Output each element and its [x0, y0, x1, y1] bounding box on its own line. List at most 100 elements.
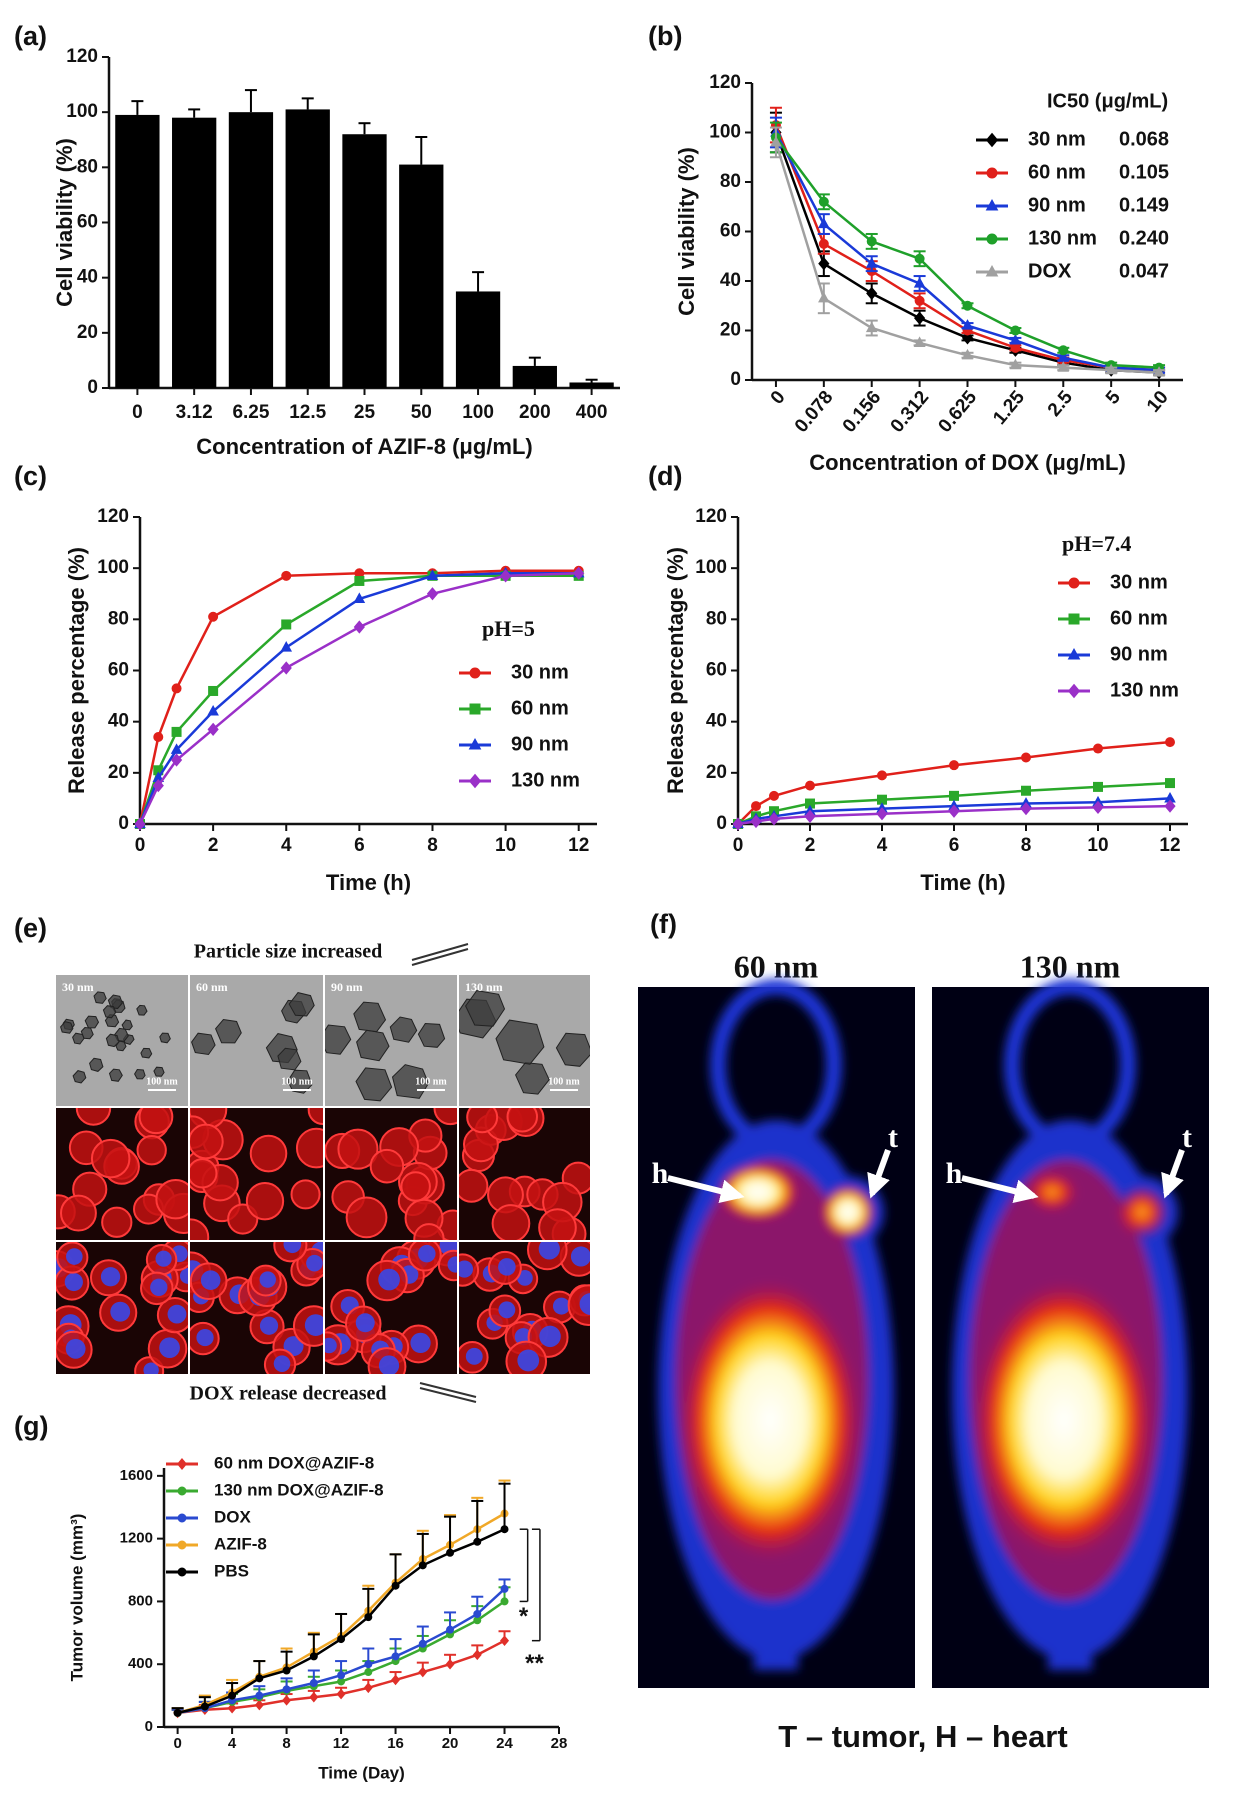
legend-label: 60 nm: [1110, 607, 1168, 629]
x-tick-label: 25: [354, 402, 376, 423]
y-tick-label: 1600: [120, 1467, 153, 1484]
cell: [459, 1168, 489, 1203]
legend-marker: [986, 233, 998, 245]
x-axis-title: Concentration of AZIF-8 (μg/mL): [196, 434, 533, 459]
legend-marker: [985, 264, 999, 277]
marker: [171, 683, 182, 694]
y-tick-label: 40: [108, 711, 129, 732]
marker: [337, 1635, 346, 1644]
marker: [391, 1581, 400, 1590]
y-axis-title: Tumor volume (mm³): [67, 1514, 86, 1682]
marker: [309, 1679, 318, 1688]
particle: [287, 1069, 313, 1094]
y-tick-label: 60: [77, 212, 98, 233]
y-tick-label: 400: [128, 1655, 153, 1672]
marker: [418, 1666, 428, 1678]
cell: [433, 1108, 457, 1126]
marker: [309, 1652, 318, 1661]
legend-marker: [985, 132, 999, 148]
marker: [865, 257, 878, 268]
nucleus: [539, 1325, 561, 1348]
marker: [173, 1708, 182, 1717]
marker: [1164, 799, 1176, 813]
tumor: [822, 1186, 874, 1238]
chart: (a) 0 20 40 60 80 100 120 0 3.12 6.25 12.5 25 50 100 20…: [14, 21, 620, 459]
marker: [1020, 802, 1032, 816]
legend-title: pH=5: [482, 616, 535, 641]
marker: [818, 257, 830, 271]
y-tick-label: 100: [695, 557, 727, 578]
marker: [337, 1671, 346, 1680]
marker: [949, 760, 959, 771]
x-tick-label: 3.12: [176, 402, 213, 423]
x-tick-label: 0.156: [839, 387, 886, 437]
cell: [60, 1194, 97, 1232]
panel-label: (a): [14, 21, 47, 51]
y-tick-label: 20: [77, 322, 98, 343]
nucleus: [65, 1338, 86, 1359]
x-tick-label: 4: [877, 835, 888, 856]
marker: [914, 311, 926, 325]
x-tick-label: 0.312: [887, 387, 934, 437]
marker: [1153, 366, 1165, 377]
marker: [1009, 333, 1022, 345]
nucleus: [159, 1337, 180, 1359]
nucleus: [64, 1272, 83, 1292]
micrograph: [190, 1242, 323, 1374]
x-axis-title: Time (h): [326, 870, 411, 895]
x-tick-label: 0.078: [791, 387, 838, 437]
marker: [391, 1674, 401, 1686]
nucleus: [459, 1260, 474, 1278]
particle: [72, 1032, 85, 1045]
micrograph: 130 nm 100 nm: [459, 975, 590, 1106]
x-tick-label: 0: [733, 835, 744, 856]
marker: [1010, 342, 1021, 353]
marker: [208, 685, 219, 696]
marker: [472, 1649, 482, 1661]
marker: [134, 817, 146, 831]
legend-marker: [468, 737, 482, 750]
bar: [115, 114, 160, 389]
marker: [768, 812, 780, 826]
legend-label: DOX: [214, 1507, 252, 1526]
particle: [121, 1019, 133, 1031]
x-tick-label: 20: [442, 1735, 459, 1752]
y-tick-label: 0: [145, 1718, 153, 1735]
panel-label: (f): [650, 909, 677, 939]
marker: [866, 286, 878, 300]
particle: [134, 1068, 146, 1080]
marker: [364, 1668, 373, 1677]
y-tick-label: 20: [706, 762, 727, 783]
marker: [1021, 785, 1031, 796]
marker: [750, 814, 762, 829]
arrow: [1161, 1148, 1185, 1199]
marker: [914, 295, 925, 306]
y-tick-label: 40: [77, 267, 98, 288]
nucleus: [517, 1270, 533, 1286]
x-tick-label: 0.625: [935, 387, 982, 437]
cell: [337, 1128, 379, 1170]
nucleus: [447, 1256, 457, 1273]
scale-label: 100 nm: [281, 1076, 313, 1087]
annotation: **: [525, 1650, 544, 1677]
image-label: 130 nm: [465, 980, 503, 994]
panel-label: (e): [14, 913, 47, 943]
image-title: 130 nm: [1020, 948, 1121, 984]
tumor: [1116, 1186, 1168, 1238]
particle: [93, 991, 107, 1004]
micrograph: [459, 1108, 590, 1240]
chart: (d) 0 20 40 60 80 100 120 0 2 4 6 8 10 12 Time (h) Relea…: [648, 461, 1188, 895]
nucleus: [498, 1258, 516, 1276]
x-tick-label: 4: [228, 1735, 237, 1752]
marker: [281, 619, 292, 630]
nucleus: [306, 1254, 323, 1272]
y-tick-label: 80: [706, 608, 727, 629]
y-tick-label: 120: [66, 46, 98, 67]
marker: [418, 1561, 427, 1570]
x-tick-label: 8: [427, 835, 438, 856]
nucleus: [465, 1347, 483, 1365]
legend-ic50: 0.240: [1119, 227, 1169, 249]
chart: (c) 0 20 40 60 80 100 120 0 2 4 6 8 10 12 Time (h) Relea…: [14, 461, 597, 895]
marker: [1165, 737, 1175, 748]
